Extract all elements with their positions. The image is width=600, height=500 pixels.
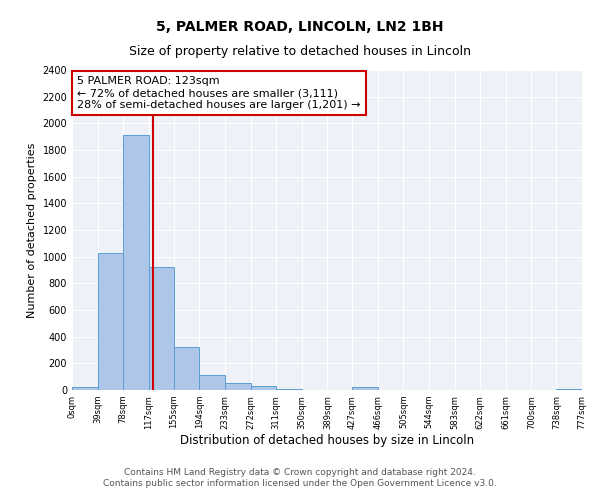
Bar bbox=[556, 388, 582, 390]
Bar bbox=[276, 388, 302, 390]
Bar bbox=[174, 348, 199, 390]
Bar bbox=[149, 268, 174, 390]
Bar bbox=[98, 254, 123, 390]
Bar bbox=[251, 386, 276, 390]
Bar bbox=[225, 384, 251, 390]
Bar bbox=[352, 388, 378, 390]
X-axis label: Distribution of detached houses by size in Lincoln: Distribution of detached houses by size … bbox=[180, 434, 474, 448]
Y-axis label: Number of detached properties: Number of detached properties bbox=[27, 142, 37, 318]
Bar bbox=[199, 376, 225, 390]
Text: Contains HM Land Registry data © Crown copyright and database right 2024.
Contai: Contains HM Land Registry data © Crown c… bbox=[103, 468, 497, 487]
Bar bbox=[123, 136, 149, 390]
Text: Size of property relative to detached houses in Lincoln: Size of property relative to detached ho… bbox=[129, 45, 471, 58]
Text: 5 PALMER ROAD: 123sqm
← 72% of detached houses are smaller (3,111)
28% of semi-d: 5 PALMER ROAD: 123sqm ← 72% of detached … bbox=[77, 76, 361, 110]
Bar bbox=[72, 388, 98, 390]
Text: 5, PALMER ROAD, LINCOLN, LN2 1BH: 5, PALMER ROAD, LINCOLN, LN2 1BH bbox=[156, 20, 444, 34]
